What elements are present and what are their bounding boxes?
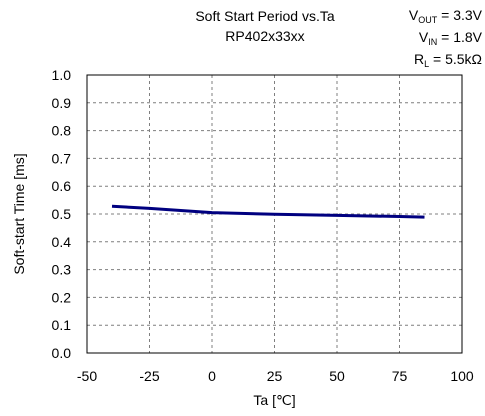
plot-frame — [86, 74, 463, 354]
x-axis-label: Ta [℃] — [253, 392, 295, 408]
y-tick-label: 1.0 — [52, 67, 72, 83]
chart-title: Soft Start Period vs.Ta — [195, 8, 335, 24]
test-conditions: VOUT = 3.3V VIN = 1.8V RL = 5.5kΩ — [358, 4, 482, 70]
series-line — [111, 204, 425, 219]
condition-rl: RL = 5.5kΩ — [413, 51, 482, 69]
y-tick-label: 0.5 — [52, 206, 72, 222]
series-group — [111, 204, 425, 219]
x-tick-label: 50 — [329, 368, 345, 384]
x-tick-label: 0 — [208, 368, 216, 384]
y-tick-label: 0.0 — [52, 345, 72, 361]
x-tick-label: 75 — [392, 368, 408, 384]
y-tick-label: 0.6 — [52, 178, 72, 194]
y-tick-label: 0.2 — [52, 289, 72, 305]
y-tick-label: 0.9 — [52, 95, 72, 111]
y-tick-label: 0.4 — [52, 234, 72, 250]
y-tick-label: 0.7 — [52, 150, 72, 166]
chart-subtitle: RP402x33xx — [225, 28, 305, 44]
x-tick-label: 25 — [267, 368, 283, 384]
x-tick-label: -25 — [139, 368, 159, 384]
y-tick-label: 0.1 — [52, 317, 72, 333]
y-tick-label: 0.3 — [52, 262, 72, 278]
y-tick-label: 0.8 — [52, 123, 72, 139]
chart-title-block: Soft Start Period vs.Ta RP402x33xx — [150, 6, 380, 46]
y-axis-label: Soft-start Time [ms] — [11, 153, 27, 274]
x-tick-label: 100 — [450, 368, 474, 384]
condition-vout: VOUT = 3.3V — [408, 7, 482, 25]
x-tick-label: -50 — [77, 368, 97, 384]
condition-vin: VIN = 1.8V — [418, 29, 482, 47]
axis-ticks: -50 -25 0 25 50 75 100 0.0 0.1 0.2 0.3 0.4 0.5 0.6 0.7… — [52, 67, 474, 384]
